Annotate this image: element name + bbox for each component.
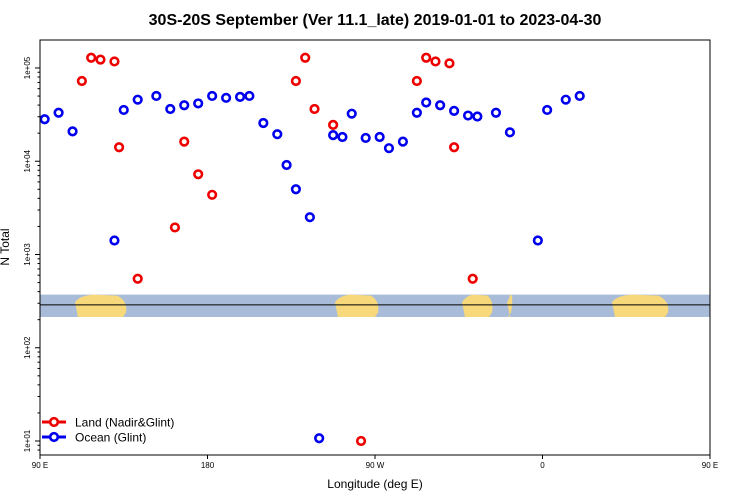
x-tick-label: 0 — [540, 461, 545, 470]
y-axis-ticks: 1e+01 1e+02 1e+03 1e+04 1e+05 — [23, 56, 40, 452]
x-axis-label: Longitude (deg E) — [327, 477, 422, 491]
x-tick-label: 180 — [201, 461, 215, 470]
land-point — [300, 52, 311, 63]
south-america-land — [335, 294, 379, 317]
ocean-point — [39, 114, 50, 125]
land-point — [76, 75, 87, 87]
legend-ocean-label: Ocean (Glint) — [75, 431, 146, 445]
land-point — [430, 56, 441, 67]
ocean-point — [532, 235, 543, 246]
ocean-point — [490, 107, 502, 118]
land-point — [86, 52, 97, 63]
ocean-point — [435, 100, 446, 111]
ocean-point — [53, 107, 64, 118]
ocean-point — [374, 131, 385, 143]
x-tick-label: 90 E — [32, 461, 48, 470]
ocean-point — [234, 91, 246, 102]
ocean-point — [504, 127, 516, 138]
ocean-point — [244, 90, 255, 102]
ocean-point — [165, 103, 176, 115]
ocean-point — [397, 136, 409, 147]
land-point — [193, 169, 204, 180]
land-point — [207, 189, 218, 200]
ocean-point — [328, 130, 339, 141]
ocean-point — [281, 159, 292, 171]
ocean-point — [272, 129, 283, 140]
ocean-point — [290, 184, 302, 195]
land-point — [169, 222, 181, 233]
ocean-point — [179, 100, 190, 111]
ocean-point — [258, 117, 269, 129]
land-point — [448, 142, 460, 153]
ocean-point — [360, 132, 371, 144]
legend-land-marker — [48, 416, 60, 428]
ocean-point — [151, 90, 162, 102]
ocean-point — [421, 97, 432, 108]
ocean-point — [472, 111, 483, 122]
ocean-point — [221, 92, 232, 103]
australia-land-repeat — [612, 294, 669, 317]
ocean-point — [132, 94, 143, 105]
chart-title: 30S-20S September (Ver 11.1_late) 2019-0… — [149, 12, 602, 29]
x-axis-ticks: 90 E 180 90 W 0 90 E — [32, 455, 718, 470]
australia-land — [75, 294, 127, 317]
madagascar-land — [507, 294, 513, 317]
land-ocean-band — [40, 294, 710, 317]
land-point — [290, 75, 302, 87]
land-point — [467, 273, 478, 284]
ocean-point — [118, 104, 129, 116]
land-point — [109, 56, 120, 67]
land-point — [309, 103, 320, 115]
ocean-point — [207, 90, 218, 102]
africa-land — [462, 294, 493, 317]
land-point — [95, 54, 106, 65]
ocean-point — [383, 143, 395, 154]
ocean-point — [193, 98, 204, 109]
y-tick-label: 1e+04 — [23, 149, 32, 172]
legend: Land (Nadir&Glint) Ocean (Glint) — [42, 416, 174, 445]
land-point — [113, 142, 125, 153]
ocean-point — [337, 131, 348, 143]
legend-land-label: Land (Nadir&Glint) — [75, 416, 174, 430]
land-point — [132, 273, 143, 284]
ocean-point — [67, 126, 78, 137]
legend-ocean-marker — [48, 431, 60, 443]
y-tick-label: 1e+01 — [23, 429, 32, 452]
land-point — [444, 58, 455, 69]
land-point — [421, 52, 432, 63]
data-points — [39, 52, 585, 447]
ocean-point — [542, 104, 553, 116]
land-point — [411, 75, 422, 87]
ocean-point — [314, 433, 325, 444]
ocean-point — [560, 94, 571, 105]
x-tick-label: 90 E — [702, 461, 718, 470]
ocean-point — [109, 235, 120, 246]
y-tick-label: 1e+02 — [23, 336, 32, 359]
ocean-point — [448, 105, 460, 116]
land-point — [179, 136, 190, 147]
y-tick-label: 1e+03 — [23, 243, 32, 266]
ocean-point — [411, 107, 422, 118]
y-axis-label: N Total — [0, 228, 12, 265]
ocean-point — [304, 212, 315, 223]
ocean-point — [462, 110, 474, 121]
ocean-point — [574, 90, 585, 102]
land-point — [355, 435, 367, 447]
x-tick-label: 90 W — [366, 461, 385, 470]
y-tick-label: 1e+05 — [23, 56, 32, 79]
land-point — [328, 119, 339, 130]
ocean-point — [346, 108, 357, 119]
